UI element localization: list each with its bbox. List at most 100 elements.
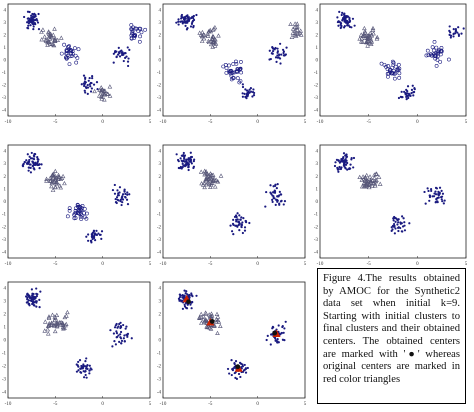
data-point [195, 294, 198, 297]
data-point [33, 304, 36, 307]
data-point [90, 236, 94, 239]
figure-caption: Figure 4.The results obtained by AMOC fo… [317, 268, 466, 404]
data-point [428, 194, 432, 197]
data-point [28, 10, 31, 14]
data-point [271, 198, 274, 201]
data-point [235, 220, 238, 223]
y-tick-label: 0 [159, 200, 162, 205]
data-point [25, 159, 28, 162]
data-point [358, 39, 364, 44]
data-point [129, 33, 134, 38]
data-point [363, 181, 369, 187]
data-point [83, 364, 87, 368]
data-point [184, 17, 187, 20]
data-point [241, 95, 244, 98]
data-point [235, 70, 240, 74]
data-point [137, 26, 142, 31]
data-point [114, 324, 117, 327]
y-tick-label: -3 [2, 238, 7, 243]
data-point [192, 24, 195, 28]
data-point [238, 229, 241, 232]
data-point [30, 288, 33, 291]
data-point [31, 302, 34, 306]
data-point [67, 206, 72, 211]
data-point [224, 66, 229, 71]
data-point [431, 48, 436, 53]
data-point [357, 174, 362, 180]
y-tick-label: -1 [314, 71, 319, 76]
data-point [49, 34, 54, 39]
y-tick-label: -4 [2, 251, 7, 256]
data-point [242, 216, 245, 220]
data-point [348, 20, 351, 24]
data-point [178, 166, 182, 170]
data-point [50, 312, 55, 317]
data-point [200, 29, 205, 35]
data-point [86, 92, 89, 95]
data-point [36, 155, 39, 159]
data-point [46, 314, 52, 319]
data-point [344, 154, 348, 157]
data-point [190, 22, 194, 25]
data-point [114, 197, 117, 201]
data-point [365, 38, 371, 44]
data-point [126, 60, 130, 63]
data-point [360, 39, 365, 44]
data-point [199, 320, 204, 325]
data-point [274, 56, 278, 59]
x-tick-label: 5 [465, 262, 468, 267]
data-point [143, 27, 148, 32]
data-point [278, 190, 281, 194]
data-point [277, 341, 280, 344]
data-point [269, 343, 272, 346]
data-point [452, 28, 455, 31]
data-point [36, 158, 39, 161]
data-point [116, 198, 119, 201]
data-point [408, 222, 411, 225]
data-point [31, 23, 35, 26]
data-point [283, 54, 286, 57]
data-point [343, 18, 346, 21]
x-tick-label: -10 [160, 402, 167, 407]
data-point [52, 328, 58, 334]
data-point [33, 12, 36, 15]
data-point [191, 21, 194, 24]
data-point [64, 48, 69, 52]
data-point [177, 160, 180, 163]
data-point [336, 166, 339, 169]
data-point [395, 67, 400, 72]
data-point [447, 57, 451, 62]
data-point [239, 60, 243, 64]
data-point [84, 360, 87, 363]
data-point [112, 61, 115, 64]
x-tick-label: -10 [317, 262, 324, 267]
data-point [282, 51, 285, 55]
data-point [99, 96, 105, 101]
data-point [119, 198, 123, 201]
data-point [457, 26, 460, 29]
data-point [238, 67, 242, 72]
x-tick-label: 0 [256, 402, 259, 407]
data-point [189, 156, 192, 159]
data-point [197, 30, 202, 35]
data-point [290, 26, 296, 31]
x-tick-label: -10 [5, 402, 12, 407]
data-point [107, 84, 113, 89]
y-tick-label: -1 [2, 71, 7, 76]
x-tick-label: -5 [208, 262, 213, 267]
data-point [371, 31, 376, 36]
data-point [343, 14, 346, 17]
data-point [199, 38, 205, 43]
data-point [342, 159, 346, 162]
data-point [178, 296, 181, 299]
data-point [50, 187, 56, 192]
data-point [372, 175, 377, 180]
data-point [177, 18, 180, 21]
data-point [77, 360, 80, 364]
data-point [73, 208, 78, 213]
y-tick-label: -1 [157, 352, 162, 357]
obtained-center-marker [209, 319, 215, 324]
data-point [29, 171, 33, 174]
data-point [121, 195, 124, 198]
data-point [252, 88, 255, 91]
